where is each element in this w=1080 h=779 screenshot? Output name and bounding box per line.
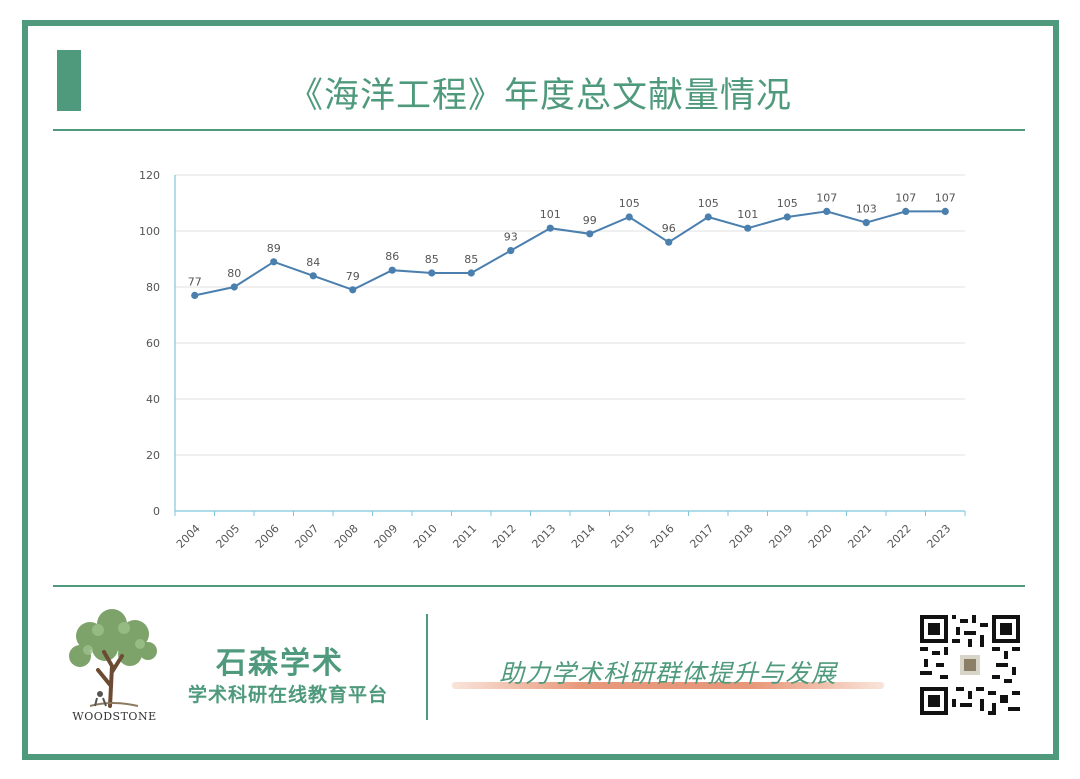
data-label: 96 [662, 222, 676, 235]
data-point [230, 283, 238, 291]
data-label: 105 [698, 197, 719, 210]
x-tick-label: 2012 [490, 522, 519, 551]
x-tick-label: 2011 [450, 522, 479, 551]
x-tick-label: 2018 [727, 522, 756, 551]
x-tick-label: 2005 [213, 522, 242, 551]
y-tick-label: 60 [146, 337, 160, 350]
data-label: 107 [935, 191, 956, 204]
y-tick-label: 40 [146, 393, 160, 406]
data-point [428, 269, 436, 277]
data-label: 79 [346, 270, 360, 283]
x-tick-label: 2019 [766, 522, 795, 551]
data-point [862, 219, 870, 227]
y-tick-label: 80 [146, 281, 160, 294]
data-label: 85 [464, 253, 478, 266]
brand-name: 石森学术 [216, 646, 344, 681]
y-tick-label: 100 [139, 225, 160, 238]
x-tick-label: 2020 [806, 522, 835, 551]
x-tick-label: 2023 [924, 522, 953, 551]
data-point [665, 238, 673, 246]
data-label: 107 [816, 191, 837, 204]
footer-divider [53, 585, 1025, 587]
data-label: 105 [619, 197, 640, 210]
data-label: 107 [895, 191, 916, 204]
data-label: 103 [856, 203, 877, 216]
data-point [941, 207, 949, 215]
data-point [309, 272, 317, 280]
data-label: 86 [385, 250, 399, 263]
x-tick-label: 2017 [687, 522, 716, 551]
data-point [467, 269, 475, 277]
x-tick-label: 2009 [371, 522, 400, 551]
data-point [902, 207, 910, 215]
x-tick-label: 2004 [174, 522, 203, 551]
data-point [191, 291, 199, 299]
data-label: 99 [583, 214, 597, 227]
logo-wordmark: WOODSTONE [72, 710, 157, 723]
x-tick-label: 2010 [411, 522, 440, 551]
x-tick-label: 2013 [529, 522, 558, 551]
x-tick-label: 2015 [608, 522, 637, 551]
data-point [625, 213, 633, 221]
data-point [586, 230, 594, 238]
data-label: 77 [188, 275, 202, 288]
x-tick-label: 2006 [253, 522, 282, 551]
slogan: 助力学术科研群体提升与发展 [498, 659, 837, 688]
x-tick-label: 2007 [292, 522, 321, 551]
x-tick-label: 2008 [332, 522, 361, 551]
page-frame [22, 20, 1059, 760]
data-point [704, 213, 712, 221]
data-label: 93 [504, 231, 518, 244]
title-accent-block [57, 50, 81, 111]
data-label: 84 [306, 256, 320, 269]
x-tick-label: 2016 [648, 522, 677, 551]
data-label: 101 [737, 208, 758, 221]
data-point [270, 258, 278, 266]
y-tick-label: 20 [146, 449, 160, 462]
data-label: 85 [425, 253, 439, 266]
qr-code-icon [920, 615, 1020, 715]
x-tick-label: 2022 [885, 522, 914, 551]
tree-logo-icon [69, 609, 157, 708]
data-label: 101 [540, 208, 561, 221]
footer-vertical-divider [426, 614, 428, 720]
data-point [744, 224, 752, 232]
page-title: 《海洋工程》年度总文献量情况 [287, 76, 792, 116]
data-label: 105 [777, 197, 798, 210]
data-point [507, 247, 515, 255]
data-point [546, 224, 554, 232]
slogan-underline [452, 682, 884, 689]
brand-subtitle: 学术科研在线教育平台 [187, 684, 388, 706]
y-tick-label: 0 [153, 505, 160, 518]
data-point [349, 286, 357, 294]
x-tick-label: 2014 [569, 522, 598, 551]
data-point [823, 207, 831, 215]
data-label: 89 [267, 242, 281, 255]
header-divider [53, 129, 1025, 131]
data-label: 80 [227, 267, 241, 280]
line-chart: 0 20 40 60 80 100 120 2004 2005 2006 2007 2008 2009 2… [139, 169, 966, 551]
data-point [783, 213, 791, 221]
y-tick-label: 120 [139, 169, 160, 182]
data-point [388, 266, 396, 274]
x-tick-label: 2021 [845, 522, 874, 551]
series-line [194, 210, 946, 297]
